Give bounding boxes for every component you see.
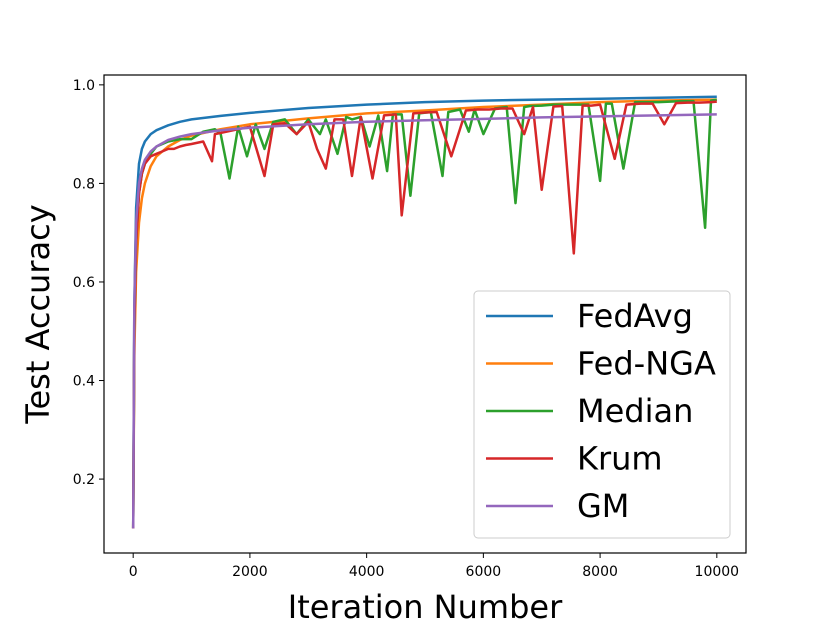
y-tick-label: 0.4: [73, 374, 95, 390]
y-tick-label: 0.6: [73, 275, 95, 291]
series-line-fed-nga: [131, 98, 717, 529]
legend-label: Krum: [577, 440, 663, 478]
series-lines: [131, 95, 718, 529]
legend-items: FedAvg Fed-NGA Median Krum GM: [486, 297, 716, 525]
series-line-fedavg: [131, 95, 717, 529]
y-axis-label: Test Accuracy: [19, 204, 57, 424]
y-tick-label: 0.2: [73, 472, 95, 488]
x-axis-ticks: 0 2000 4000 6000 8000 10000: [129, 553, 739, 580]
legend-label: Fed-NGA: [577, 345, 716, 383]
legend-label: GM: [577, 487, 629, 525]
x-tick-label: 4000: [349, 564, 385, 580]
x-tick-label: 0: [129, 564, 138, 580]
plot-frame: [103, 74, 747, 554]
legend-box: [473, 290, 731, 539]
x-tick-label: 6000: [466, 564, 502, 580]
y-axis-ticks: 0.2 0.4 0.6 0.8 1.0: [73, 78, 104, 488]
x-tick-label: 8000: [582, 564, 618, 580]
series-line-gm: [131, 113, 717, 529]
legend-label: FedAvg: [577, 297, 693, 335]
x-tick-label: 10000: [695, 564, 740, 580]
series-line-krum: [131, 100, 717, 529]
legend: FedAvg Fed-NGA Median Krum GM: [473, 290, 731, 539]
y-tick-label: 1.0: [73, 78, 95, 94]
x-tick-label: 2000: [232, 564, 268, 580]
x-axis-label: Iteration Number: [288, 588, 563, 623]
y-tick-label: 0.8: [73, 176, 95, 192]
legend-label: Median: [577, 392, 693, 430]
